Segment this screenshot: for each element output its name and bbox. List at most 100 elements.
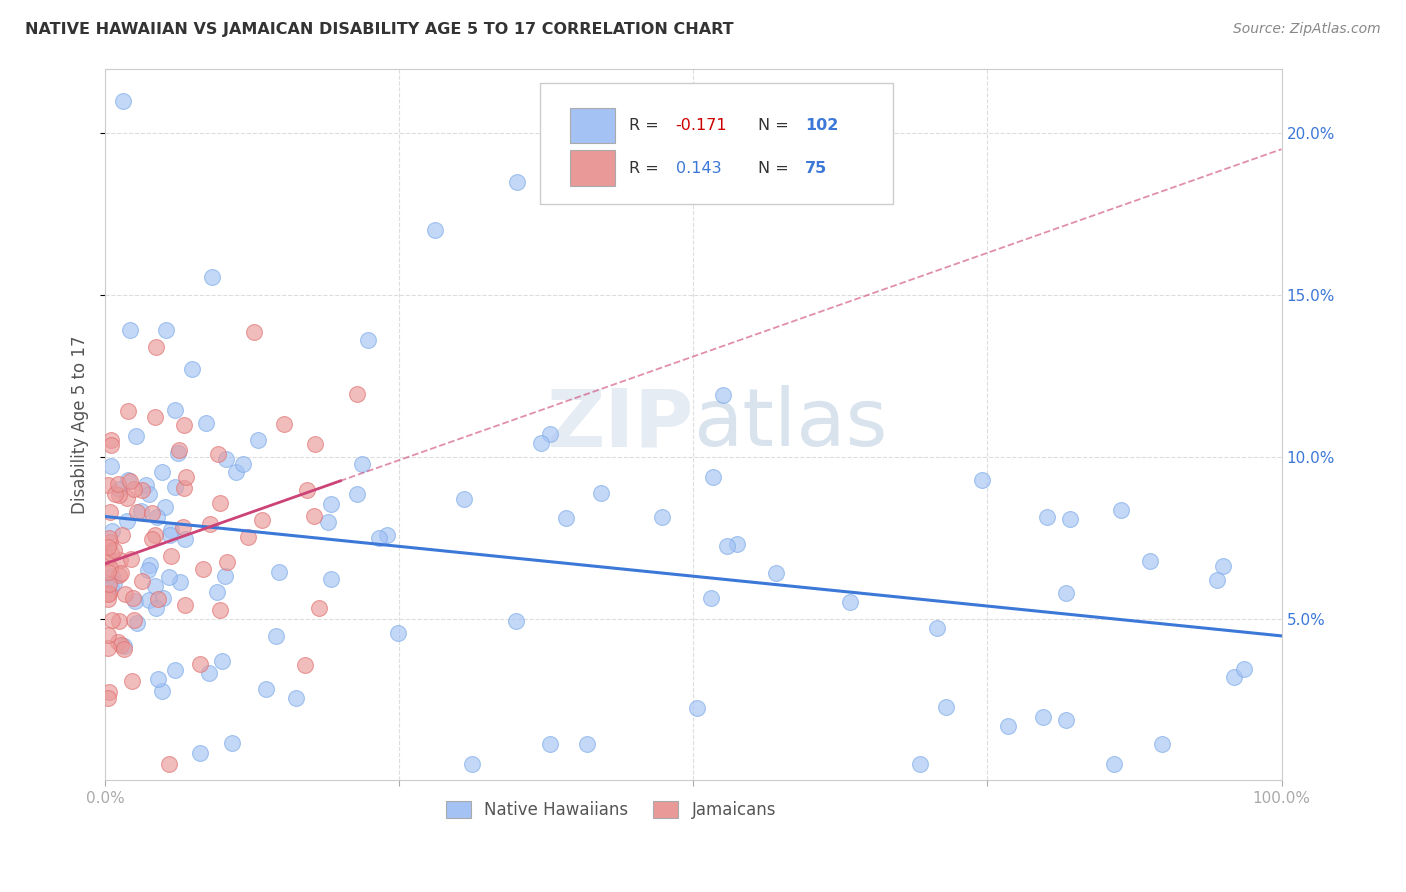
Point: [103, 575, 125, 590]
Point: [121, 673, 143, 688]
Point: [97, 691, 120, 706]
Point: [319, 572, 342, 586]
Text: N =: N =: [758, 161, 794, 176]
Point: [107, 482, 129, 496]
Point: [136, 563, 159, 577]
Point: [273, 417, 295, 431]
Point: [505, 614, 527, 628]
Point: [143, 409, 166, 424]
Point: [1102, 757, 1125, 772]
Point: [120, 551, 142, 566]
Point: [138, 592, 160, 607]
Point: [193, 562, 215, 576]
Point: [122, 482, 145, 496]
Point: [238, 530, 260, 544]
Point: [172, 520, 194, 534]
Point: [97, 591, 120, 606]
Point: [104, 487, 127, 501]
Point: [124, 594, 146, 608]
Point: [117, 404, 139, 418]
Point: [702, 470, 724, 484]
Text: -0.171: -0.171: [676, 118, 727, 133]
Point: [506, 175, 529, 189]
Point: [139, 558, 162, 573]
Point: [163, 402, 186, 417]
Point: [97, 531, 120, 545]
Point: [108, 614, 131, 628]
Point: [98, 685, 121, 699]
Point: [247, 433, 270, 447]
FancyBboxPatch shape: [569, 151, 614, 186]
Point: [575, 737, 598, 751]
Point: [97, 550, 120, 565]
Point: [201, 270, 224, 285]
Point: [101, 524, 124, 538]
Point: [188, 657, 211, 671]
Point: [321, 497, 343, 511]
Point: [153, 500, 176, 515]
Point: [589, 486, 612, 500]
Point: [103, 542, 125, 557]
Point: [110, 528, 132, 542]
Point: [108, 553, 131, 567]
Point: [217, 555, 239, 569]
Point: [1059, 512, 1081, 526]
FancyBboxPatch shape: [569, 108, 614, 144]
Point: [215, 452, 238, 467]
Point: [530, 436, 553, 450]
Point: [115, 491, 138, 506]
Text: R =: R =: [628, 118, 664, 133]
Point: [316, 515, 339, 529]
Point: [1109, 502, 1132, 516]
Point: [100, 613, 122, 627]
Point: [110, 566, 132, 581]
Point: [100, 438, 122, 452]
Point: [143, 579, 166, 593]
Point: [150, 466, 173, 480]
Point: [651, 509, 673, 524]
Point: [1206, 574, 1229, 588]
Text: 102: 102: [806, 118, 838, 133]
Point: [308, 601, 330, 615]
Point: [148, 592, 170, 607]
Point: [1152, 737, 1174, 751]
Point: [100, 568, 122, 582]
Point: [100, 433, 122, 447]
Point: [935, 700, 957, 714]
Point: [159, 528, 181, 542]
Point: [97, 586, 120, 600]
Point: [163, 480, 186, 494]
Point: [124, 429, 146, 443]
Point: [150, 684, 173, 698]
Text: R =: R =: [628, 161, 664, 176]
Point: [160, 549, 183, 563]
Point: [157, 570, 180, 584]
Point: [686, 701, 709, 715]
Point: [146, 672, 169, 686]
Point: [167, 446, 190, 460]
Point: [143, 528, 166, 542]
Point: [188, 746, 211, 760]
Point: [97, 641, 120, 656]
Text: NATIVE HAWAIIAN VS JAMAICAN DISABILITY AGE 5 TO 17 CORRELATION CHART: NATIVE HAWAIIAN VS JAMAICAN DISABILITY A…: [25, 22, 734, 37]
Point: [1054, 713, 1077, 727]
Point: [711, 388, 734, 402]
Point: [716, 539, 738, 553]
Point: [209, 496, 232, 510]
Point: [538, 426, 561, 441]
Point: [127, 615, 149, 630]
Text: 75: 75: [806, 161, 827, 176]
Point: [157, 757, 180, 772]
Point: [346, 487, 368, 501]
Point: [211, 654, 233, 668]
Point: [138, 487, 160, 501]
Point: [1032, 709, 1054, 723]
Point: [173, 418, 195, 433]
Point: [159, 523, 181, 537]
Point: [169, 574, 191, 589]
Point: [97, 587, 120, 601]
Point: [100, 580, 122, 594]
Point: [285, 690, 308, 705]
Point: [127, 505, 149, 519]
Point: [173, 481, 195, 495]
